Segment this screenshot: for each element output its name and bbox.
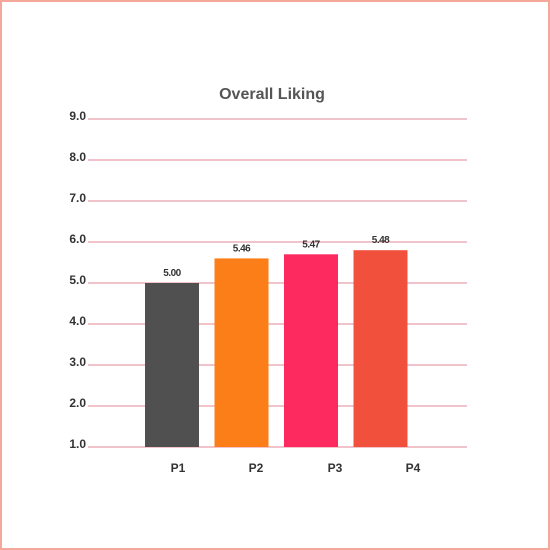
y-tick-label: 8.0 (69, 150, 86, 164)
y-tick-label: 4.0 (69, 314, 86, 328)
y-tick-label: 7.0 (69, 191, 86, 205)
y-tick-label: 1.0 (69, 437, 86, 451)
data-label-p4: 5.48 (372, 235, 390, 246)
y-tick-label: 2.0 (69, 396, 86, 410)
data-labels: 5.00 5.46 5.47 5.48 (163, 235, 390, 279)
y-tick-label: 3.0 (69, 355, 86, 369)
y-axis-ticks: 1.0 2.0 3.0 4.0 5.0 6.0 7.0 8.0 9.0 (69, 109, 86, 451)
chart-title: Overall Liking (219, 86, 325, 103)
bar-p4 (353, 250, 408, 447)
data-label-p3: 5.47 (302, 239, 320, 250)
x-tick-label-p2: P2 (249, 461, 264, 475)
bars (145, 250, 408, 447)
gridlines (88, 118, 467, 448)
x-tick-label-p3: P3 (328, 461, 343, 475)
data-label-p2: 5.46 (233, 243, 251, 254)
y-tick-label: 6.0 (69, 232, 86, 246)
bar-p2 (214, 258, 269, 447)
x-axis-ticks: P1 P2 P3 P4 (171, 461, 421, 475)
bar-p1 (145, 283, 199, 447)
x-tick-label-p4: P4 (406, 461, 421, 475)
y-tick-label: 9.0 (69, 109, 86, 123)
bar-p3 (284, 254, 338, 447)
x-tick-label-p1: P1 (171, 461, 186, 475)
data-label-p1: 5.00 (163, 268, 181, 279)
y-tick-label: 5.0 (69, 273, 86, 287)
